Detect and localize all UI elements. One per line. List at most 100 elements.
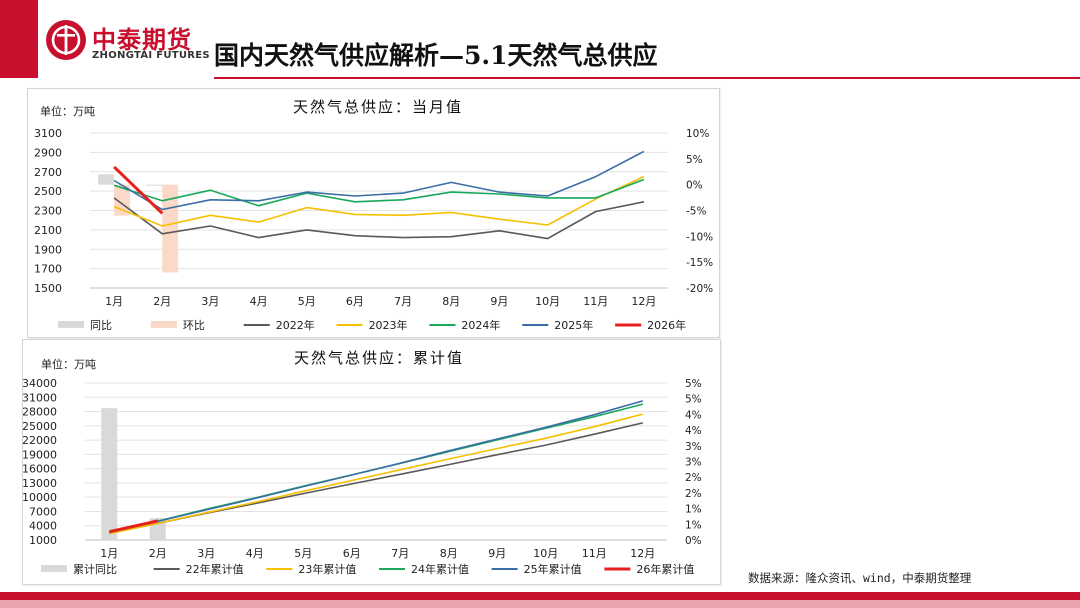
x-tick-label: 6月 — [343, 547, 361, 560]
legend-label: 25年累计值 — [524, 562, 582, 576]
x-tick-label: 4月 — [250, 295, 268, 308]
chart-title: 天然气总供应：累计值 — [294, 349, 464, 367]
y2-tick-label: 4% — [685, 409, 702, 421]
x-tick-label: 1月 — [105, 295, 123, 308]
logo-text-cn: 中泰期货 — [92, 26, 192, 54]
legend-label: 2024年 — [461, 318, 500, 332]
brand-band — [0, 0, 38, 78]
y-tick-label: 19000 — [23, 448, 57, 461]
x-tick-label: 9月 — [488, 547, 506, 560]
y2-tick-label: 1% — [685, 519, 702, 531]
legend-label: 24年累计值 — [411, 562, 469, 576]
y2-tick-label: 10% — [686, 128, 709, 140]
y-tick-label: 13000 — [23, 477, 57, 490]
x-tick-label: 5月 — [298, 295, 316, 308]
x-tick-label: 11月 — [583, 295, 608, 308]
x-tick-label: 7月 — [391, 547, 409, 560]
y-tick-label: 25000 — [23, 420, 57, 433]
x-tick-label: 11月 — [582, 547, 607, 560]
legend-label: 2023年 — [369, 318, 408, 332]
logo-text-en: ZHONGTAI FUTURES — [92, 50, 210, 61]
bar-同比 — [98, 174, 115, 185]
y-tick-label: 1700 — [34, 263, 62, 276]
legend-label: 22年累计值 — [186, 562, 244, 576]
y2-tick-label: 3% — [685, 457, 702, 469]
y-tick-label: 31000 — [23, 391, 57, 404]
y2-tick-label: 1% — [685, 504, 702, 516]
x-tick-label: 4月 — [246, 547, 264, 560]
y-tick-label: 2100 — [34, 224, 62, 237]
x-tick-label: 12月 — [630, 547, 655, 560]
y-tick-label: 34000 — [23, 377, 57, 390]
x-tick-label: 3月 — [197, 547, 215, 560]
y2-tick-label: 0% — [686, 180, 703, 192]
legend-swatch — [58, 321, 84, 328]
y2-tick-label: 4% — [685, 425, 702, 437]
y2-tick-label: -20% — [686, 283, 713, 295]
legend-label: 累计同比 — [73, 563, 117, 576]
y2-tick-label: 2% — [685, 488, 702, 500]
y-tick-label: 22000 — [23, 434, 57, 447]
logo: 中泰期货 ZHONGTAI FUTURES — [44, 18, 224, 66]
x-tick-label: 12月 — [631, 295, 656, 308]
bar-累计同比 — [101, 408, 118, 540]
y2-tick-label: 3% — [685, 441, 702, 453]
series-line-2022年 — [113, 197, 645, 240]
x-tick-label: 6月 — [346, 295, 364, 308]
y-tick-label: 1900 — [34, 243, 62, 256]
y-tick-label: 10000 — [23, 491, 57, 504]
legend-swatch — [150, 321, 177, 328]
logo-mark-icon — [46, 20, 86, 60]
y2-tick-label: 0% — [685, 535, 702, 547]
legend-swatch — [41, 565, 67, 572]
legend-label: 23年累计值 — [298, 562, 356, 576]
y-tick-label: 2300 — [34, 205, 62, 218]
x-tick-label: 2月 — [149, 547, 167, 560]
y2-tick-label: -15% — [686, 257, 713, 269]
series-line-23年累计值 — [109, 413, 644, 535]
chart-title: 天然气总供应：当月值 — [293, 98, 463, 116]
y2-tick-label: 5% — [685, 378, 702, 390]
y2-tick-label: -10% — [686, 231, 713, 243]
x-tick-label: 8月 — [442, 295, 460, 308]
page-title: 国内天然气供应解析—5.1天然气总供应 — [214, 41, 658, 70]
footer-band-light — [0, 600, 1080, 608]
x-tick-label: 10月 — [535, 295, 560, 308]
x-tick-label: 5月 — [294, 547, 312, 560]
y2-tick-label: 5% — [686, 154, 703, 166]
y-tick-label: 2700 — [34, 166, 62, 179]
y-tick-label: 16000 — [23, 463, 57, 476]
chart-panel-cumulative: 天然气总供应：累计值 单位：万吨 1000 4000 7000 10000 13000 160… — [22, 339, 721, 585]
legend-label: 环比 — [183, 319, 205, 332]
data-source-note: 数据来源：隆众资讯、wind，中泰期货整理 — [748, 571, 972, 585]
y-tick-label: 2500 — [34, 185, 62, 198]
x-tick-label: 8月 — [440, 547, 458, 560]
y-tick-label: 1000 — [29, 534, 57, 547]
legend-label: 2025年 — [554, 318, 593, 332]
x-tick-label: 9月 — [490, 295, 508, 308]
y2-tick-label: 2% — [685, 472, 702, 484]
unit-label: 单位：万吨 — [41, 357, 96, 371]
series-line-2025年 — [113, 150, 645, 211]
series-line-26年累计值 — [108, 519, 159, 534]
legend-label: 同比 — [90, 319, 112, 332]
x-tick-label: 7月 — [394, 295, 412, 308]
unit-label: 单位：万吨 — [40, 104, 95, 118]
legend-label: 26年累计值 — [636, 562, 694, 576]
series-line-2024年 — [113, 178, 645, 207]
x-tick-label: 2月 — [153, 295, 171, 308]
y2-tick-label: 5% — [685, 394, 702, 406]
chart-panel-monthly: 天然气总供应：当月值 单位：万吨 1500 1700 1900 2100 2300 2500 2… — [27, 88, 720, 338]
y-tick-label: 1500 — [34, 282, 62, 295]
x-tick-label: 3月 — [201, 295, 219, 308]
y-tick-label: 7000 — [29, 505, 57, 518]
series-line-2026年 — [113, 165, 164, 215]
legend-label: 2026年 — [647, 318, 686, 332]
y2-tick-label: -5% — [686, 206, 706, 218]
x-tick-label: 10月 — [533, 547, 558, 560]
footer-band — [0, 592, 1080, 600]
bar-同比 — [146, 184, 163, 186]
series-line-25年累计值 — [109, 400, 644, 534]
y-tick-label: 28000 — [23, 406, 57, 419]
